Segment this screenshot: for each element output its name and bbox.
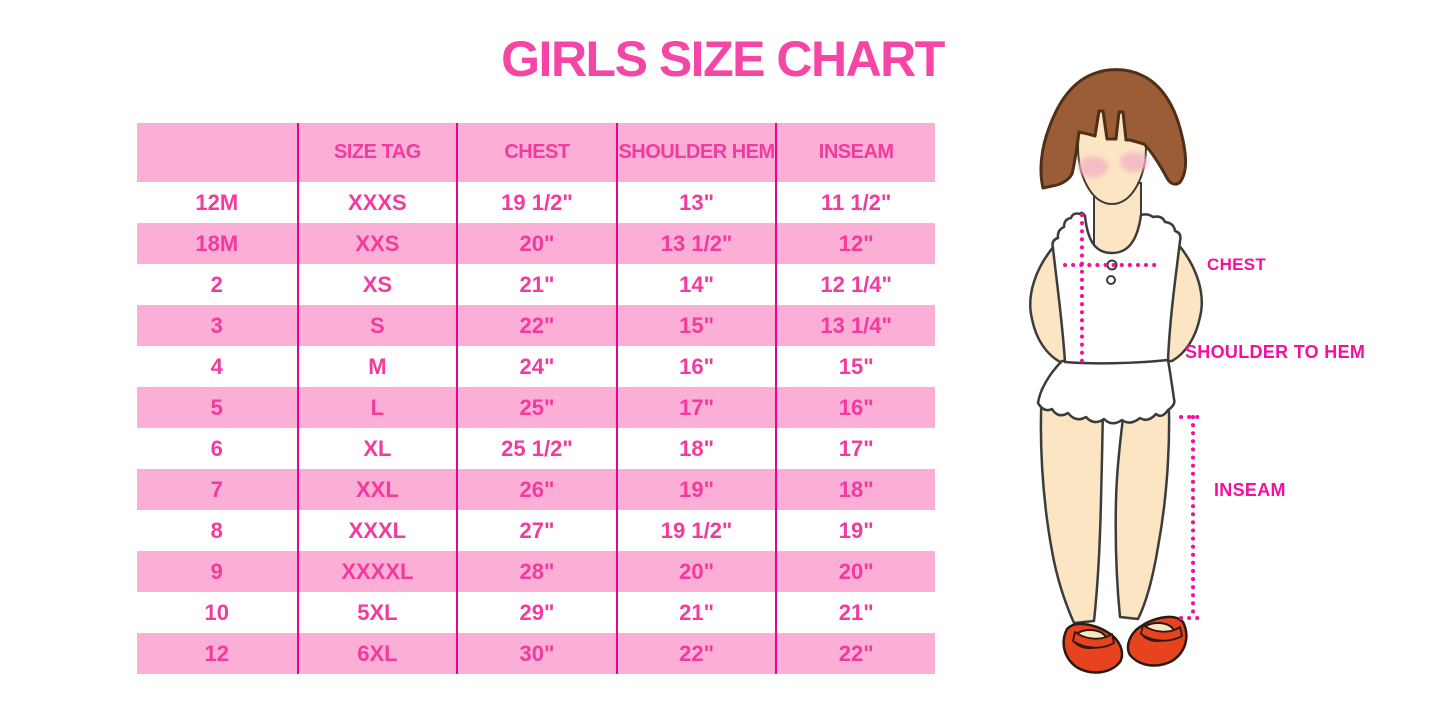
table-row: 2 XS 21" 14" 12 1/4" (137, 264, 935, 305)
page-title: GIRLS SIZE CHART (501, 31, 945, 87)
girl-measurement-figure (990, 55, 1445, 723)
button-bottom (1106, 275, 1116, 285)
cell-shoulder-hem: 14" (615, 264, 776, 305)
cell-shoulder-hem: 18" (615, 428, 776, 469)
table-row: 9 XXXXL 28" 20" 20" (137, 551, 935, 592)
cell-chest: 19 1/2" (456, 182, 616, 223)
cell-size: 9 (210, 558, 223, 584)
cell-inseam: 18" (775, 469, 935, 510)
left-shoe-strap (1072, 631, 1115, 649)
table-row: 12 6XL 30" 22" 22" (137, 633, 935, 674)
shoulder-to-hem-measurement-label: SHOULDER TO HEM (1185, 342, 1366, 362)
cell-chest: 20" (456, 223, 616, 264)
cell-size-tag: XXXL (296, 510, 457, 551)
skirt (1036, 358, 1176, 425)
cell-chest: 29" (456, 592, 616, 633)
cell-size-tag: XXL (296, 469, 457, 510)
cell-inseam: 17" (775, 428, 935, 469)
cell-size: 8 (210, 517, 223, 543)
cell-chest: 28" (456, 551, 616, 592)
cell-shoulder-hem: 21" (615, 592, 776, 633)
cell-inseam: 19" (775, 510, 935, 551)
blouse (1051, 211, 1182, 365)
cell-size-tag: XXXS (296, 182, 457, 223)
column-header-shoulder-hem: SHOULDER HEM (615, 123, 776, 182)
right-cheek (1120, 152, 1148, 172)
cell-inseam: 12 1/4" (775, 264, 935, 305)
cell-shoulder-hem: 19" (615, 469, 776, 510)
chest-measurement-label: CHEST (1207, 255, 1267, 274)
measurement-lines (1063, 213, 1207, 620)
cell-shoulder-hem: 17" (615, 387, 776, 428)
column-header-chest: CHEST (456, 123, 616, 182)
table-header-row: SIZE TAG CHEST SHOULDER HEM INSEAM (137, 123, 935, 182)
cell-inseam: 12" (775, 223, 935, 264)
cell-size-tag: XL (296, 428, 457, 469)
cell-inseam: 21" (775, 592, 935, 633)
cell-size-tag: L (296, 387, 457, 428)
cell-size: 10 (204, 599, 230, 625)
cell-chest: 25" (456, 387, 616, 428)
cell-inseam: 15" (775, 346, 935, 387)
cell-size-tag: XXXXL (296, 551, 457, 592)
cell-size: 12M (195, 189, 239, 215)
girl-illustration (1029, 68, 1207, 674)
table-row: 7 XXL 26" 19" 18" (137, 469, 935, 510)
left-cheek (1078, 156, 1108, 178)
table-row: 6 XL 25 1/2" 18" 17" (137, 428, 935, 469)
table-row: 4 M 24" 16" 15" (137, 346, 935, 387)
table-row: 12M XXXS 19 1/2" 13" 11 1/2" (137, 182, 935, 223)
table-row: 3 S 22" 15" 13 1/4" (137, 305, 935, 346)
cell-shoulder-hem: 22" (615, 633, 776, 674)
cell-size: 12 (204, 640, 230, 666)
cell-shoulder-hem: 13 1/2" (615, 223, 776, 264)
cell-size: 7 (210, 476, 223, 502)
shoes (1062, 615, 1188, 674)
cell-inseam: 20" (775, 551, 935, 592)
cell-shoulder-hem: 16" (615, 346, 776, 387)
cell-shoulder-hem: 15" (615, 305, 776, 346)
cell-chest: 30" (456, 633, 616, 674)
cell-chest: 27" (456, 510, 616, 551)
cell-chest: 21" (456, 264, 616, 305)
cell-chest: 25 1/2" (456, 428, 616, 469)
cell-chest: 26" (456, 469, 616, 510)
column-header-size (137, 123, 297, 182)
table-row: 10 5XL 29" 21" 21" (137, 592, 935, 633)
table-row: 8 XXXL 27" 19 1/2" 19" (137, 510, 935, 551)
cell-size: 2 (210, 271, 223, 297)
inseam-measurement-label: INSEAM (1214, 480, 1286, 500)
size-chart-table: SIZE TAG CHEST SHOULDER HEM INSEAM 12M X… (137, 123, 935, 674)
hair (1039, 68, 1188, 190)
cell-shoulder-hem: 19 1/2" (615, 510, 776, 551)
cell-size: 6 (210, 435, 223, 461)
cell-size: 18M (195, 230, 239, 256)
cell-shoulder-hem: 20" (615, 551, 776, 592)
cell-inseam: 11 1/2" (775, 182, 935, 223)
cell-chest: 24" (456, 346, 616, 387)
cell-size-tag: XS (296, 264, 457, 305)
right-shoe-strap (1140, 624, 1183, 642)
cell-size-tag: S (296, 305, 457, 346)
cell-size-tag: XXS (296, 223, 457, 264)
table-row: 18M XXS 20" 13 1/2" 12" (137, 223, 935, 264)
left-leg (1039, 387, 1105, 625)
right-leg (1114, 383, 1171, 621)
cell-size: 4 (210, 353, 223, 379)
cell-inseam: 13 1/4" (775, 305, 935, 346)
column-header-inseam: INSEAM (775, 123, 935, 182)
cell-chest: 22" (456, 305, 616, 346)
column-header-size-tag: SIZE TAG (296, 123, 457, 182)
cell-size-tag: 6XL (296, 633, 457, 674)
cell-size: 5 (210, 394, 223, 420)
cell-size-tag: M (296, 346, 457, 387)
cell-inseam: 22" (775, 633, 935, 674)
cell-size: 3 (210, 312, 223, 338)
cell-shoulder-hem: 13" (615, 182, 776, 223)
cell-size-tag: 5XL (296, 592, 457, 633)
cell-inseam: 16" (775, 387, 935, 428)
legs (1039, 383, 1171, 625)
table-row: 5 L 25" 17" 16" (137, 387, 935, 428)
